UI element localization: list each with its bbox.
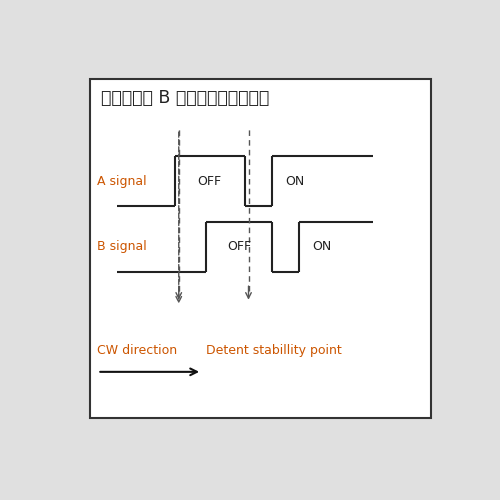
- FancyBboxPatch shape: [90, 79, 430, 418]
- Text: A signal: A signal: [98, 175, 147, 188]
- Text: ON: ON: [312, 240, 332, 253]
- Text: ON: ON: [286, 175, 304, 188]
- Text: 无法做出让 B 相的按动稳定的规定: 无法做出让 B 相的按动稳定的规定: [101, 90, 270, 108]
- Text: B signal: B signal: [98, 240, 147, 253]
- Text: OFF: OFF: [198, 175, 222, 188]
- Text: CW direction: CW direction: [98, 344, 178, 357]
- Text: OFF: OFF: [227, 240, 251, 253]
- Text: Detent stabillity point: Detent stabillity point: [206, 344, 342, 357]
